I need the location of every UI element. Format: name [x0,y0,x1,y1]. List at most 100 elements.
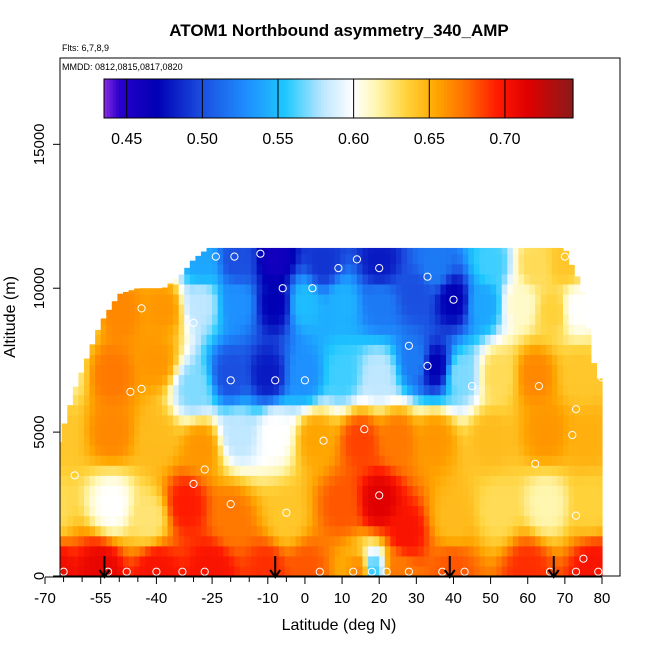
flight-point [60,482,61,486]
heatmap-cell [451,273,458,285]
heatmap-cell [145,304,152,315]
heatmap-cell [345,304,352,315]
heatmap-cell [524,424,531,436]
heatmap-cell [134,565,141,576]
heatmap-cell [256,485,263,497]
heatmap-cell [368,283,375,295]
heatmap-cell [351,424,358,436]
heatmap-cell [301,364,308,376]
heatmap-cell [345,545,352,557]
heatmap-cell [267,324,274,335]
heatmap-cell [178,374,185,386]
heatmap-cell [501,414,508,426]
heatmap-cell [150,455,157,466]
heatmap-cell [568,545,575,557]
colorbar-segment [397,79,401,118]
heatmap-cell [60,555,63,567]
heatmap-cell [195,555,202,567]
heatmap-cell [284,344,291,356]
heatmap-cell [306,565,313,576]
heatmap-cell [585,545,592,557]
flight-point [571,511,581,520]
heatmap-cell [156,288,163,295]
heatmap-cell [490,314,497,325]
heatmap-cell [156,545,163,557]
heatmap-cell [446,414,453,426]
colorbar-segment [153,79,158,118]
heatmap-cell [446,324,453,335]
heatmap-cell [379,535,386,547]
heatmap-cell [167,525,174,537]
heatmap-cell [278,525,286,537]
heatmap-cell [145,475,152,486]
heatmap-cell [590,445,598,456]
heatmap-cell [111,304,119,315]
colorbar-segment [165,79,170,118]
heatmap-cell [290,404,297,416]
heatmap-cell [540,263,547,275]
heatmap-cell [563,515,570,527]
heatmap-cell [546,545,553,557]
flight-point [278,284,287,293]
heatmap-cell [139,475,146,486]
heatmap-cell [301,424,308,436]
heatmap-cell [267,283,274,295]
heatmap-cell [551,394,559,406]
heatmap-cell [323,374,330,386]
heatmap-cell [512,293,520,305]
heatmap-cell [596,475,603,486]
y-tick-label: 5000 [31,415,48,448]
heatmap-cell [122,384,130,396]
heatmap-cell [557,414,564,426]
heatmap-cell [512,525,520,537]
heatmap-cell [507,247,514,255]
heatmap-cell [223,263,230,275]
heatmap-cell [184,515,191,527]
heatmap-cell [462,364,469,376]
heatmap-cell [423,314,430,325]
heatmap-cell [217,384,224,396]
heatmap-cell [256,394,263,406]
heatmap-cell [251,293,258,305]
heatmap-cell [585,555,592,567]
heatmap-cell [317,394,325,406]
flight-point [367,567,376,576]
heatmap-cell [312,455,319,466]
heatmap-cell [551,364,559,376]
heatmap-cell [345,364,352,376]
heatmap-cell [490,334,497,345]
heatmap-cell [340,384,347,396]
heatmap-cell [83,525,91,537]
heatmap-cell [390,253,397,265]
heatmap-cell [451,247,458,255]
heatmap-cell [200,394,208,406]
heatmap-cell [407,555,414,567]
heatmap-cell [134,545,141,557]
heatmap-cell [351,445,358,456]
heatmap-cell [256,535,263,547]
flight-point [137,384,146,393]
heatmap-cell [117,314,124,325]
heatmap-cell [579,293,586,305]
heatmap-cell [178,384,185,396]
heatmap-cell [278,465,286,476]
heatmap-cell [167,414,174,426]
heatmap-cell [295,434,302,446]
heatmap-cell [317,263,325,275]
heatmap-cell [518,283,525,295]
heatmap-cell [473,283,481,295]
heatmap-cell [546,314,553,325]
heatmap-cell [150,384,157,396]
heatmap-cell [256,555,263,567]
heatmap-cell [446,354,453,366]
heatmap-cell [284,394,291,406]
heatmap-cell [373,475,380,486]
heatmap-cell [290,344,297,356]
flight-point [226,376,235,385]
heatmap-cell [457,293,464,305]
heatmap-cell [407,434,414,446]
heatmap-cell [401,253,408,265]
heatmap-cell [117,304,124,315]
heatmap-cell [496,324,503,335]
heatmap-cell [585,328,592,335]
